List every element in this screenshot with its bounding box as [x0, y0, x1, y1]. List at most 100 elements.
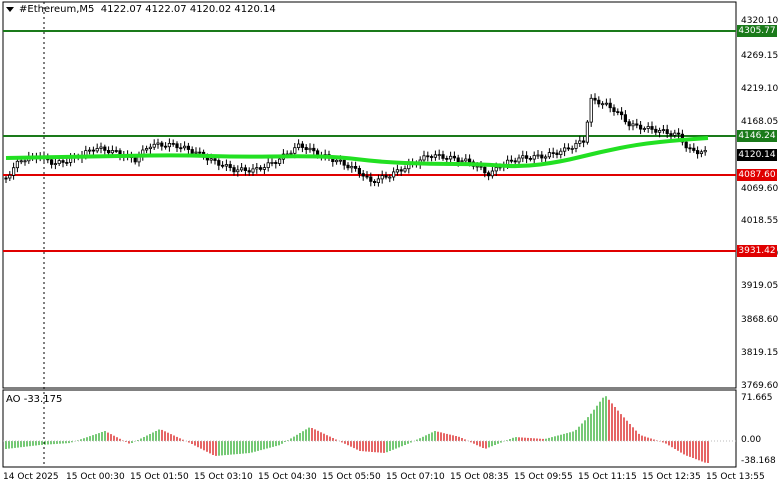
- candle-body: [696, 150, 700, 155]
- time-tick: 15 Oct 03:10: [194, 472, 253, 482]
- candle-body: [296, 143, 301, 148]
- candle-body: [673, 132, 677, 136]
- candle-body: [525, 155, 529, 159]
- candle-body: [255, 167, 259, 170]
- candle-body: [517, 157, 521, 163]
- candle-body: [426, 155, 430, 158]
- candle-body: [384, 175, 388, 178]
- candle-body: [376, 178, 381, 183]
- candle-body: [593, 97, 597, 101]
- candle-body: [228, 164, 232, 168]
- ao-tick: 71.665: [741, 393, 773, 403]
- candle-body: [103, 146, 107, 151]
- candle-body: [627, 121, 631, 127]
- candle-body: [300, 143, 305, 148]
- candle-body: [19, 160, 23, 163]
- candle-body: [654, 128, 658, 133]
- time-tick: 15 Oct 01:50: [130, 472, 189, 482]
- candle-body: [665, 129, 669, 135]
- candle-body: [15, 160, 20, 169]
- price-tick: 3819.15: [741, 348, 779, 358]
- candle-body: [585, 121, 590, 143]
- candle-body: [391, 171, 396, 178]
- candle-body: [441, 154, 445, 159]
- candle-body: [148, 146, 152, 149]
- candle-body: [8, 174, 12, 179]
- candle-body: [544, 156, 548, 159]
- candle-body: [422, 155, 426, 161]
- time-tick: 15 Oct 07:10: [386, 472, 445, 482]
- price-tick: 4269.15: [741, 51, 779, 61]
- candle-body: [232, 167, 236, 173]
- candle-body: [620, 111, 624, 116]
- candle-body: [483, 166, 487, 174]
- candle-body: [57, 160, 61, 165]
- price-tick: 4069.60: [741, 184, 779, 194]
- ao-histogram: [5, 396, 709, 463]
- time-tick: 15 Oct 11:15: [578, 472, 637, 482]
- time-tick: 14 Oct 2025: [3, 472, 59, 482]
- candle-body: [578, 140, 582, 144]
- price-tick: 4168.05: [741, 117, 779, 127]
- candle-body: [528, 157, 533, 160]
- moving-average-line: [5, 136, 709, 169]
- candle-body: [91, 149, 95, 152]
- candle-body: [194, 151, 198, 154]
- candle-body: [661, 129, 666, 132]
- candle-body: [353, 165, 358, 169]
- candle-body: [209, 158, 213, 161]
- candle-body: [277, 158, 282, 164]
- candle-body: [61, 160, 65, 163]
- time-tick: 15 Oct 13:55: [706, 472, 765, 482]
- candle-body: [198, 151, 202, 154]
- candle-body: [156, 142, 160, 145]
- candle-body: [460, 160, 464, 163]
- price-tick: 4018.55: [741, 216, 779, 226]
- candle-body: [217, 160, 221, 166]
- candle-body: [107, 149, 111, 154]
- candle-body: [357, 167, 362, 174]
- candle-body: [236, 169, 240, 173]
- candle-body: [433, 154, 438, 158]
- candle-body: [270, 161, 274, 164]
- candle-body: [220, 164, 225, 167]
- candle-body: [23, 160, 27, 163]
- candle-body: [536, 154, 540, 157]
- candle-body: [540, 154, 544, 159]
- candle-body: [186, 145, 190, 150]
- candle-body: [563, 147, 567, 152]
- candle-body: [304, 147, 308, 150]
- candle-body: [692, 147, 696, 151]
- candle-body: [448, 155, 453, 160]
- candle-body: [650, 126, 654, 130]
- candle-body: [464, 158, 468, 162]
- price-tick: 3868.60: [741, 315, 779, 325]
- candle-body: [555, 152, 559, 156]
- candle-body: [669, 133, 673, 136]
- candle-body: [365, 175, 369, 178]
- candle-body: [350, 165, 354, 169]
- dropdown-triangle-icon[interactable]: [6, 6, 14, 12]
- candle-body: [342, 159, 346, 166]
- level-tag-support-lower: 3931.42: [737, 245, 777, 257]
- candle-body: [623, 114, 628, 123]
- ao-plot-frame: [2, 389, 737, 468]
- candle-body: [604, 102, 609, 105]
- price-tick: 3769.60: [741, 381, 779, 391]
- candle-body: [684, 141, 688, 149]
- candle-body: [395, 169, 400, 173]
- candle-body: [4, 177, 8, 180]
- candle-body: [490, 170, 495, 177]
- chart-header: #Ethereum,M5 4122.07 4122.07 4120.02 412…: [6, 4, 276, 15]
- time-tick: 15 Oct 12:35: [642, 472, 701, 482]
- current-price-tag: 4120.14: [737, 149, 777, 161]
- level-tag-resistance-upper: 4305.77: [737, 25, 777, 37]
- candle-body: [289, 152, 293, 155]
- candle-body: [445, 157, 449, 160]
- ao-tick: 0.00: [741, 435, 762, 445]
- candle-body: [258, 167, 263, 170]
- candle-body: [110, 150, 114, 154]
- candle-body: [308, 147, 312, 151]
- candle-body: [65, 161, 69, 164]
